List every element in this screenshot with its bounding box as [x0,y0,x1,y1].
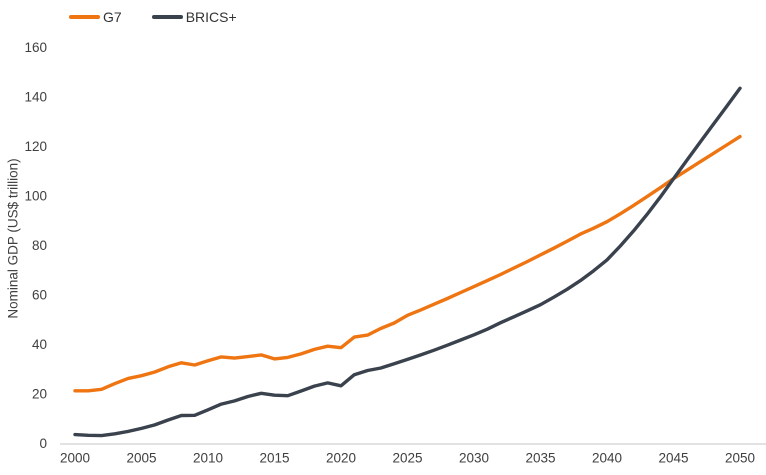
g7-line-swatch [69,15,100,19]
x-tick-label: 2025 [392,451,422,466]
series-line-g7 [73,134,742,393]
legend-label-brics: BRICS+ [185,9,237,25]
x-tick-label: 2000 [60,451,90,466]
x-tick-label: 2050 [725,451,755,466]
chart-legend: G7 BRICS+ [69,9,237,25]
x-tick-label: 2040 [592,451,622,466]
legend-item-brics[interactable]: BRICS+ [151,9,237,25]
x-tick-label: 2030 [459,451,489,466]
y-tick-label: 0 [39,436,47,451]
series-line-brics [73,86,742,438]
legend-item-g7[interactable]: G7 [69,9,122,25]
y-tick-label: 160 [24,40,47,55]
y-tick-label: 100 [24,189,47,204]
y-tick-label: 80 [32,238,47,253]
y-tick-label: 60 [32,288,47,303]
x-tick-label: 2015 [259,451,289,466]
y-tick-label: 120 [24,139,47,154]
y-tick-label: 140 [24,90,47,105]
brics-line-swatch [151,15,183,19]
x-tick-label: 2010 [193,451,223,466]
y-tick-label: 20 [32,387,47,402]
x-tick-label: 2020 [326,451,356,466]
x-tick-label: 2005 [126,451,156,466]
x-tick-label: 2045 [658,451,688,466]
y-tick-label: 40 [32,337,47,352]
legend-label-g7: G7 [103,9,122,25]
x-tick-label: 2035 [525,451,555,466]
